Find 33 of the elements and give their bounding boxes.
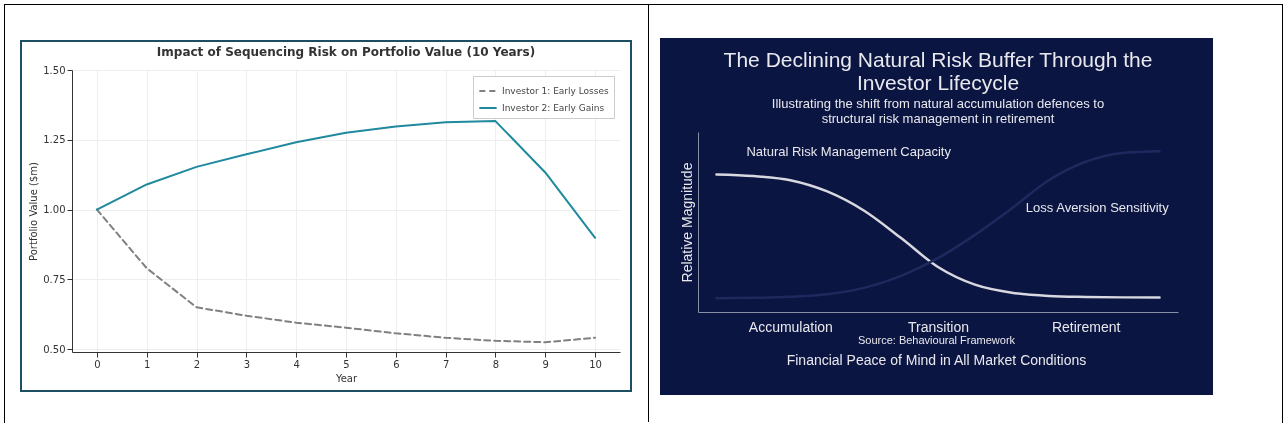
line-series <box>95 120 597 239</box>
x-tick-label: 10 <box>589 358 602 370</box>
x-tick-label: 6 <box>393 358 400 370</box>
chart-subtitle: Illustrating the shift from natural accumulation defences to structural risk management in retirement <box>771 96 1105 126</box>
y-axis-title: Relative Magnitude <box>678 162 695 283</box>
x-tick-label: 7 <box>442 358 450 370</box>
legend-label: Investor 2: Early Gains <box>502 103 605 113</box>
text: Financial Peace of Mind in All Market Conditions <box>785 352 1088 368</box>
y-tick-label: 0.50 <box>43 343 66 355</box>
y-axis-title: Portfolio Value ($m) <box>28 161 40 261</box>
x-tick-label: 5 <box>343 358 350 370</box>
x-tick-label: 9 <box>542 358 549 370</box>
series-label: Natural Risk Management Capacity <box>746 144 952 160</box>
x-tick-label: Retirement <box>1051 318 1121 335</box>
y-tick-label: 0.75 <box>43 273 66 285</box>
x-tick-label: 4 <box>293 358 300 370</box>
x-axis-title: Year <box>334 372 358 384</box>
y-tick-label: 1.50 <box>43 64 66 76</box>
y-tick-label: 1.00 <box>43 204 66 216</box>
source-note: Source: Behavioural Framework <box>856 334 1017 346</box>
chart-title: Impact of Sequencing Risk on Portfolio Value (10 Years) <box>156 45 536 59</box>
y-tick-label: 1.25 <box>43 134 66 146</box>
x-tick-label: 0 <box>94 358 101 370</box>
x-tick-label: 2 <box>193 358 201 370</box>
x-tick-label: Transition <box>908 318 969 335</box>
chart-title: The Declining Natural Risk Buffer Through the Investor Lifecycle <box>723 48 1153 94</box>
legend-label: Investor 1: Early Losses <box>502 86 609 96</box>
x-tick-label: 8 <box>492 358 500 370</box>
x-tick-label: 1 <box>144 358 151 370</box>
line-series <box>95 208 597 344</box>
x-tick-label: 3 <box>243 358 251 370</box>
series-label: Loss Aversion Sensitivity <box>1025 200 1170 216</box>
x-tick-label: Accumulation <box>748 318 833 335</box>
